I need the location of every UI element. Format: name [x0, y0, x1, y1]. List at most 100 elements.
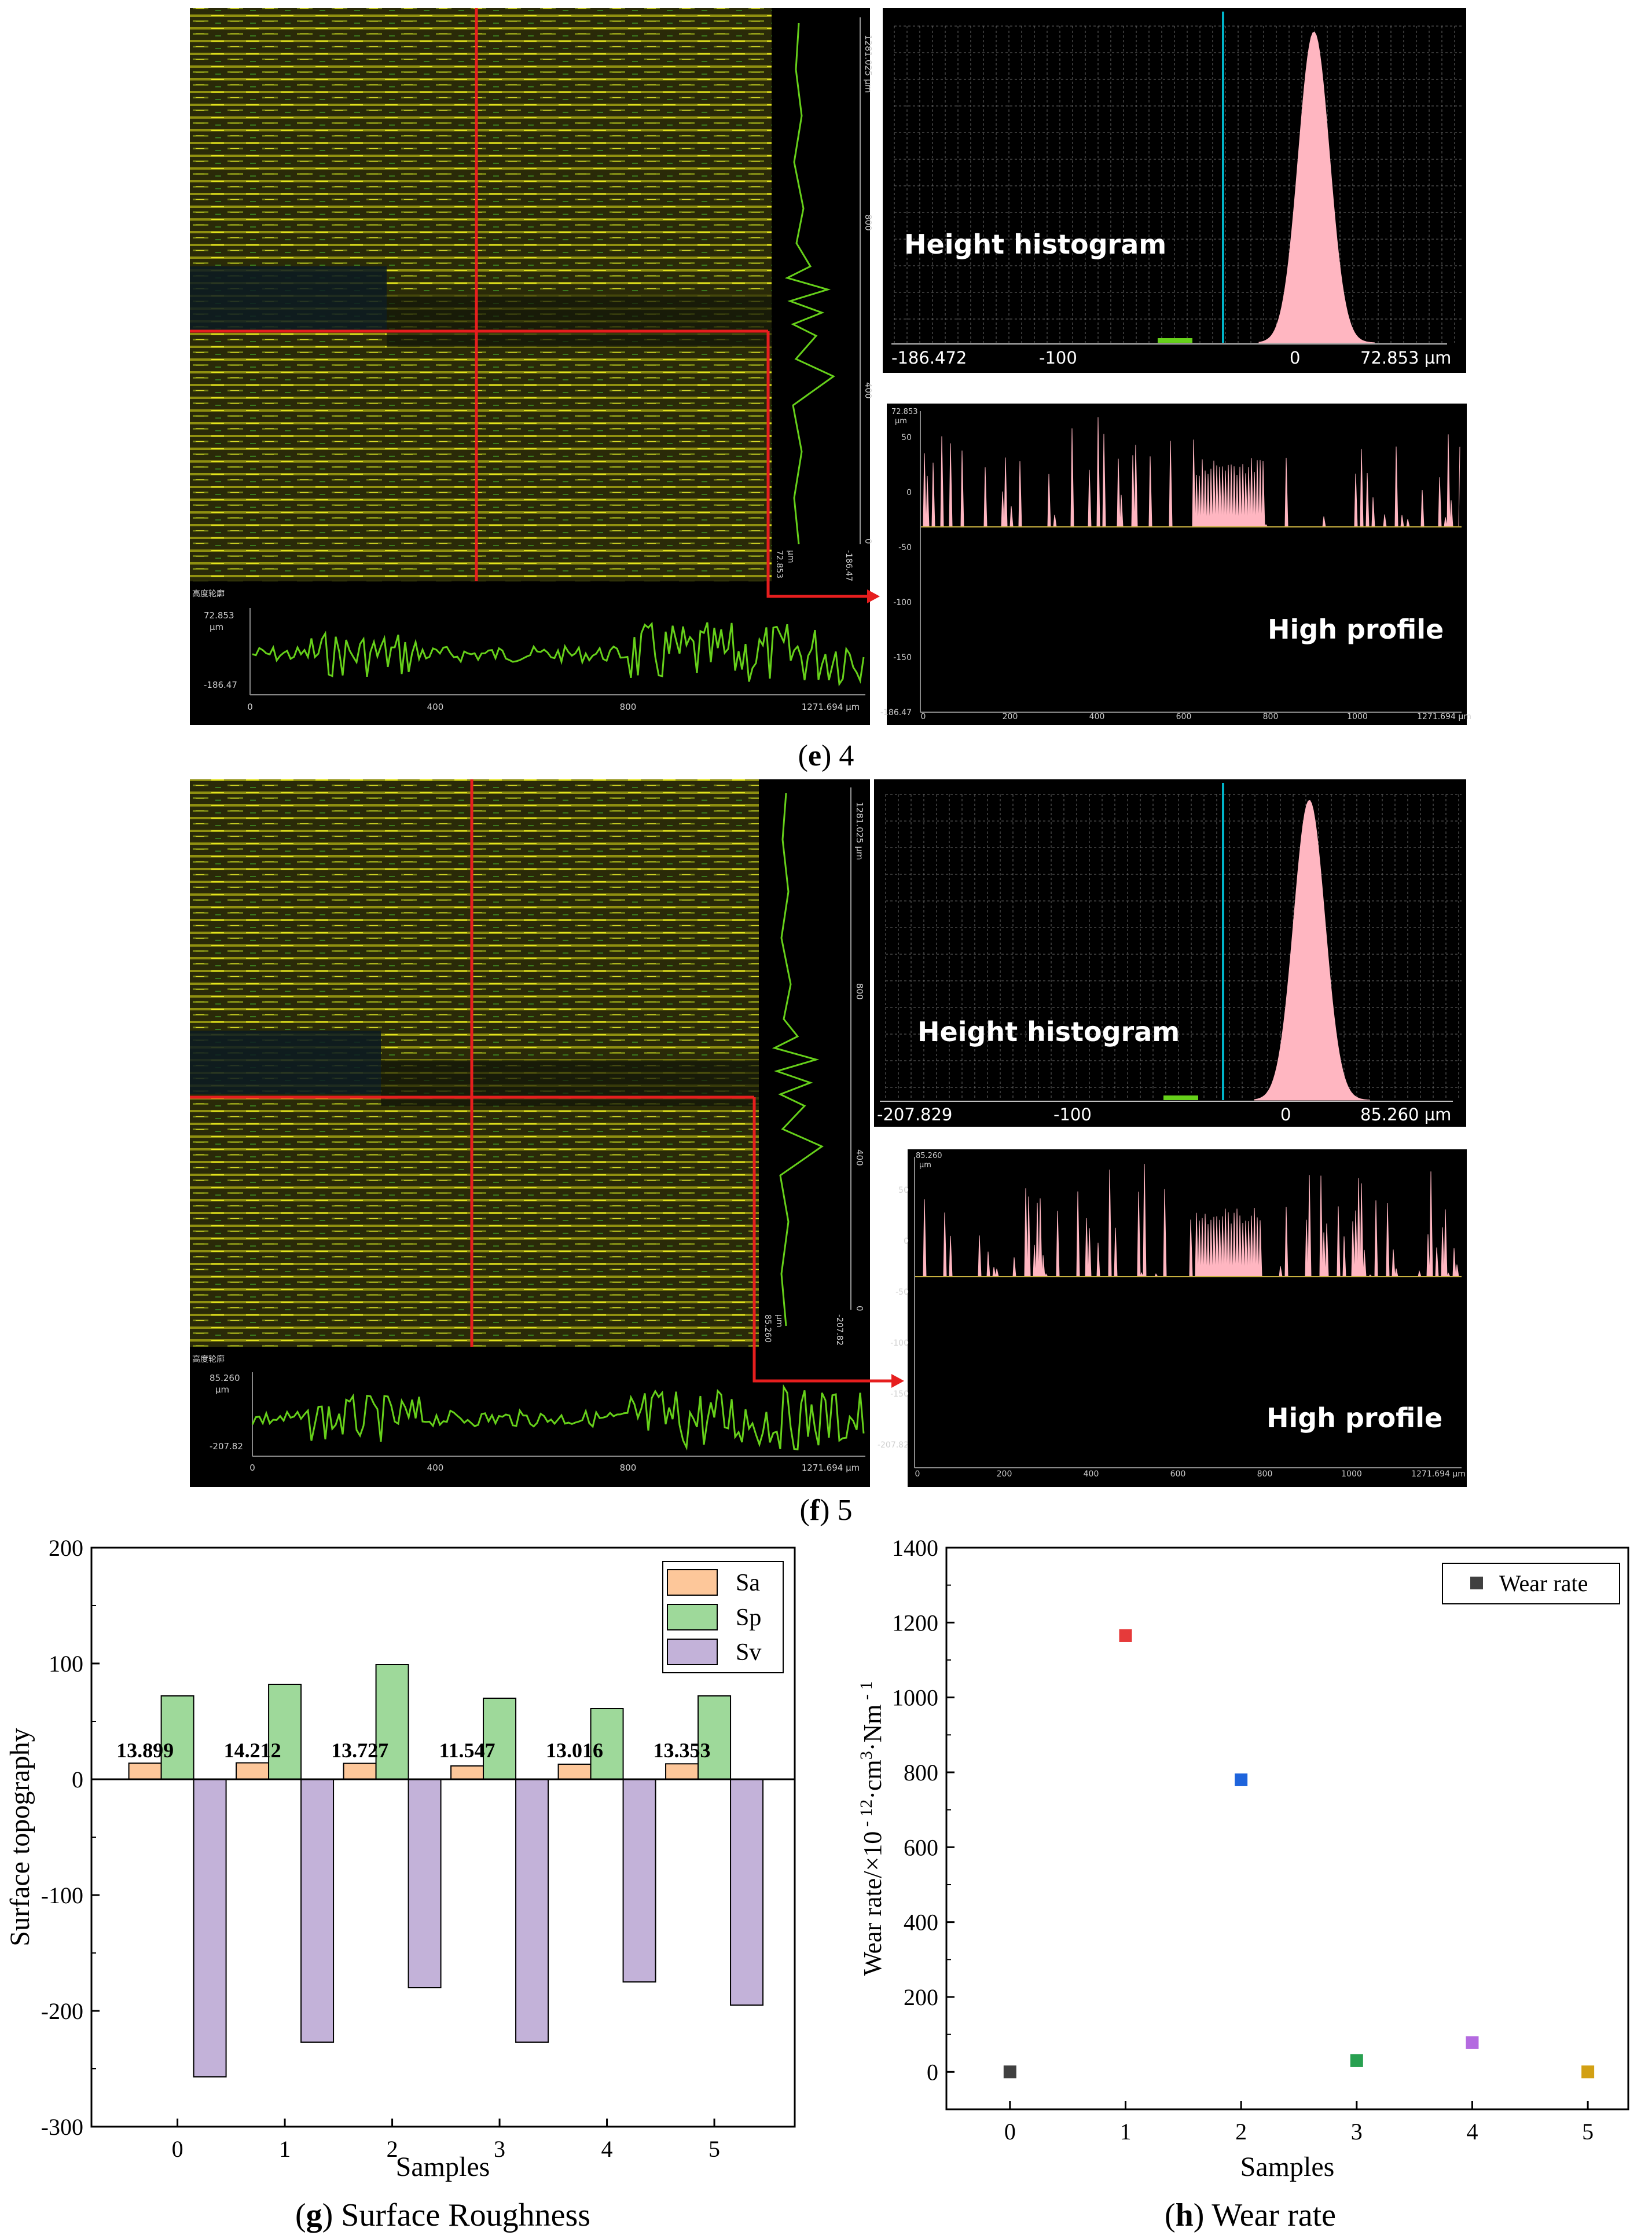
- hist-zero-f: 0: [1280, 1105, 1291, 1124]
- side-scale-e-1: µm: [786, 550, 795, 563]
- hist-max-f: 85.260 µm: [1360, 1105, 1451, 1124]
- profile-x-tick-f-1: 200: [997, 1470, 1012, 1479]
- y-tick-h-1: 1200: [892, 1610, 938, 1636]
- side-scale-f-1: µm: [774, 1314, 784, 1328]
- caption-e: (e) 4: [798, 739, 854, 772]
- x-tick-g-3: 3: [494, 2136, 505, 2162]
- prof-unit-f: µm: [919, 1161, 931, 1170]
- profile-y-tick-e-2: -50: [898, 543, 912, 552]
- bar-sp-4: [590, 1708, 624, 1780]
- bars-g: 13.899 14.212 13.727 11.547 13.016 13.353: [116, 1664, 764, 2077]
- bar-sv-1: [300, 1779, 335, 2043]
- profile-y-tick-f-5: -207.82: [878, 1441, 909, 1450]
- side-tick-f-0: 1281.025 µm: [854, 802, 865, 860]
- profile-y-ticks-f: 50 0 -50 -100 -150 -207.82: [878, 1186, 909, 1450]
- bar-sp-5: [697, 1695, 732, 1780]
- valley-region-f: [190, 1031, 381, 1094]
- y-tick-h-7: 0: [927, 2059, 938, 2085]
- x-ticks-h: 0 1 2 3 4 5: [1004, 2101, 1594, 2145]
- bar-sa-3: [450, 1765, 484, 1780]
- legend-swatch-sv: [667, 1639, 718, 1665]
- bar-sp-0: [160, 1695, 194, 1780]
- x-tick-h-4: 4: [1466, 2119, 1478, 2145]
- profile-label-e: High profile: [1268, 614, 1444, 645]
- valley-region-e: [190, 266, 387, 330]
- side-scale-f-2: -207.82: [835, 1314, 844, 1346]
- y-tick-h-0: 1400: [892, 1535, 938, 1561]
- side-profile-panel-f: [759, 779, 870, 1347]
- bar-sa-0: [128, 1762, 162, 1780]
- legend-label-sa: Sa: [736, 1570, 760, 1596]
- profile-y-tick-f-0: 50: [898, 1186, 909, 1195]
- x-tick-g-5: 5: [708, 2136, 720, 2162]
- chart-wear-rate: 1400 1200 1000 800 600 400 200 0 0 1 2 3 4 5 Wear ra…: [857, 1535, 1629, 2233]
- bottom-profile-line-e: [252, 621, 865, 687]
- bottom-legend-f: 高度轮廓: [192, 1354, 225, 1364]
- x-tick-h-3: 3: [1351, 2119, 1363, 2145]
- x-tick-e-1: 400: [427, 702, 444, 712]
- y-tick-h-4: 600: [904, 1834, 938, 1860]
- profile-y-tick-f-4: -150: [890, 1390, 909, 1399]
- x-tick-g-4: 4: [601, 2136, 613, 2162]
- side-tick-f-2: 400: [854, 1149, 865, 1166]
- x-tick-h-2: 2: [1235, 2119, 1247, 2145]
- x-tick-g-2: 2: [387, 2136, 398, 2162]
- legend-label-sp: Sp: [736, 1604, 761, 1631]
- panel-f: 1281.025 µm 800 400 0 85.260 µm -207.82 …: [190, 779, 1467, 1527]
- x-tick-e-0: 0: [247, 702, 253, 712]
- y-tick-h-6: 200: [904, 1984, 938, 2010]
- x-tick-g-1: 1: [279, 2136, 291, 2162]
- profile-y-tick-f-3: -100: [890, 1339, 909, 1348]
- hist-min-f: -207.829: [877, 1105, 952, 1124]
- bar-sp-1: [268, 1684, 302, 1780]
- profile-label-f: High profile: [1266, 1402, 1442, 1434]
- pointer-arrow-f: [891, 1374, 904, 1388]
- data-label-sa-5: 13.353: [654, 1739, 711, 1762]
- profile-y-tick-e-3: -100: [893, 598, 912, 607]
- histogram-grid-f: [885, 794, 1462, 1100]
- bar-sv-3: [515, 1779, 549, 2043]
- x-tick-h-1: 1: [1119, 2119, 1131, 2145]
- x-axis-label-h: Samples: [1240, 2152, 1335, 2182]
- x-tick-h-5: 5: [1582, 2119, 1594, 2145]
- high-profile-panel-f: [908, 1149, 1467, 1487]
- y-ticks-g: 200 100 0 -100 -200 -300: [41, 1535, 100, 2140]
- profile-x-tick-f-3: 600: [1170, 1470, 1186, 1479]
- data-label-sa-3: 11.547: [439, 1739, 495, 1762]
- side-profile-line-e: [784, 23, 835, 545]
- bar-sv-0: [193, 1779, 227, 2077]
- profile-y-tick-e-4: -150: [893, 653, 912, 662]
- side-tick-e-3: 0: [863, 538, 873, 544]
- profile-x-tick-f-5: 1000: [1341, 1470, 1362, 1479]
- data-label-sa-4: 13.016: [546, 1739, 603, 1762]
- x-axis-label-g: Samples: [396, 2152, 490, 2182]
- profile-x-tick-e-2: 400: [1089, 712, 1105, 721]
- y-tick-g-2: 0: [72, 1767, 83, 1793]
- x-tick-f-0: 0: [249, 1463, 255, 1473]
- plot-frame-h: [945, 1547, 1629, 2110]
- side-tick-e-2: 400: [863, 382, 873, 399]
- points-h: [1003, 1629, 1595, 2079]
- profile-x-ticks-f: 0 200 400 600 800 1000 1271.694 µm: [915, 1470, 1466, 1479]
- legend-label-h: Wear rate: [1499, 1570, 1588, 1596]
- high-profile-panel-e: [887, 404, 1467, 725]
- x-ticks-g: 0 1 2 3 4 5: [172, 2119, 720, 2162]
- profile-x-ticks-e: 0 200 400 600 800 1000 1271.694 µm: [921, 712, 1471, 721]
- side-profile-line-f: [772, 793, 824, 1326]
- side-tick-e-0: 1281.025 µm: [863, 35, 873, 93]
- profile-y-ticks-e: 50 0 -50 -100 -150 -186.47: [880, 433, 912, 717]
- side-tick-f-1: 800: [854, 983, 865, 1000]
- y-tick-g-3: -100: [41, 1882, 83, 1908]
- x-tick-e-2: 800: [620, 702, 637, 712]
- x-tick-f-3: 1271.694 µm: [802, 1463, 860, 1473]
- y-tick-g-1: 100: [49, 1651, 83, 1677]
- point-h-4: [1466, 2036, 1479, 2049]
- y-axis-label-h: Wear rate/×10 - 12·cm3·Nm - 1: [857, 1681, 887, 1976]
- side-scale-e-0: 72.853: [774, 550, 784, 578]
- hist-mid-e: -100: [1039, 348, 1077, 368]
- point-h-1: [1119, 1629, 1132, 1642]
- hist-max-e: 72.853 µm: [1360, 348, 1451, 368]
- pointer-line-e: [766, 331, 868, 598]
